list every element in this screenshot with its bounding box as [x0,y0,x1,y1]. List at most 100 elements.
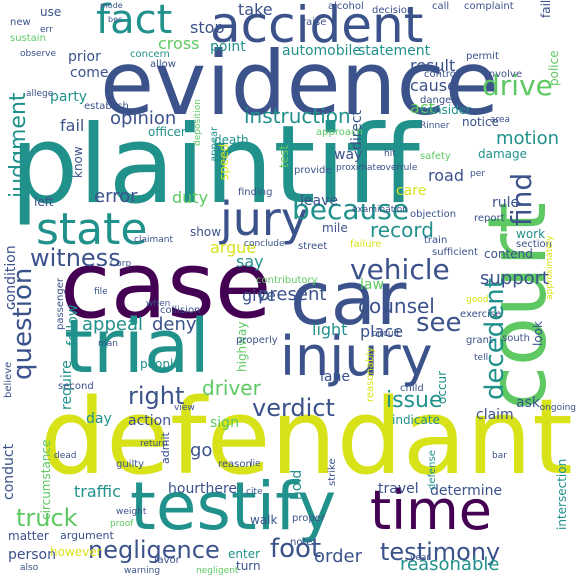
cloud-word: indicate [392,413,440,427]
cloud-word: statement [358,43,431,59]
cloud-word: result [410,56,456,75]
cloud-word: occur [435,370,449,404]
cloud-word: when [146,299,171,309]
cloud-word: fail [539,0,553,19]
cloud-word: act [410,98,435,117]
cloud-word: view [174,403,195,413]
cloud-word: plaintiff [10,103,420,228]
cloud-word: defense [427,450,438,490]
cloud-word: mode [100,1,123,10]
cloud-word: allege [26,89,54,99]
cloud-word: hour [168,481,201,497]
cloud-word: reasonably [365,346,376,402]
cloud-word: fail [60,116,85,135]
cloud-word: highway [235,321,249,372]
cloud-word: injury [280,325,433,388]
cloud-word: cross [158,34,200,53]
cloud-word: witness [30,244,121,272]
cloud-word: police [547,50,561,86]
cloud-word: note [290,537,313,548]
cloud-word: trial [64,304,210,390]
cloud-word: dead [54,451,77,461]
cloud-word: driver [202,376,261,400]
cloud-word: see [416,308,462,338]
cloud-word: appear [209,126,220,162]
cloud-word: turn [236,559,261,573]
cloud-word: err [40,25,53,35]
cloud-word: intersection [555,458,569,530]
cloud-word: rule [492,195,520,211]
cloud-word: sufficient [432,247,478,258]
cloud-word: warning [124,566,161,576]
cloud-word: way [334,147,363,163]
cloud-word: enter [228,547,261,561]
cloud-word: observe [20,49,57,59]
cloud-word: guilty [116,459,145,470]
cloud-word: duty [172,188,209,207]
cloud-word: walk [250,513,278,527]
cloud-word: notice [462,115,499,129]
cloud-word: truck [16,504,78,532]
cloud-word: right [128,382,185,410]
cloud-word: state [36,204,148,255]
cloud-word: strike [327,458,338,486]
cloud-word: approximately [545,235,555,300]
cloud-word: day [86,411,112,427]
cloud-word: counsel [358,294,435,318]
cloud-word: overrule [380,163,418,173]
cloud-word: accident [210,0,424,54]
cloud-word: error [94,186,138,207]
cloud-word: collision [160,305,201,316]
cloud-word: cite [246,487,263,497]
cloud-word: give [242,286,276,305]
cloud-word: exercise [460,309,502,320]
cloud-word: report [474,213,505,224]
cloud-word: danger [420,95,456,106]
cloud-word: man [98,339,118,349]
cloud-word: light [312,320,348,339]
cloud-word: reasonable [400,554,500,575]
cloud-word: hold [289,469,305,500]
cloud-word: negligent [196,566,239,576]
cloud-word: vehicle [350,253,450,286]
cloud-word: car [290,256,407,342]
cloud-word: complaint [464,1,514,12]
cloud-word: care [396,183,427,199]
cloud-word: cause [410,76,457,95]
cloud-word: proof [110,519,134,529]
cloud-word: failure [350,239,382,250]
cloud-word: left [34,195,54,209]
cloud-word: file [94,287,108,297]
cloud-word: point [210,39,246,55]
cloud-word: show [190,225,222,239]
cloud-word: mile [322,221,348,235]
cloud-word: sign [210,415,239,431]
cloud-word: examination [352,205,408,215]
cloud-word: order [314,546,362,567]
cloud-word: conduct [1,443,17,500]
cloud-word: circuit [372,329,400,339]
cloud-word: raise [302,17,327,28]
cloud-word: matter [8,529,49,543]
cloud-word: conclude [244,239,285,249]
cloud-word: south [502,333,530,344]
cloud-word: know [71,146,85,178]
cloud-word: there [200,481,238,497]
cloud-word: also [20,563,39,573]
cloud-word: involve [486,69,523,80]
cloud-word: law [360,277,384,293]
cloud-word: ask [516,395,540,411]
cloud-word: record [370,218,434,242]
cloud-word: alcohol [328,1,364,12]
cloud-word: deny [152,314,197,335]
cloud-word: look [531,321,545,346]
cloud-word: road [428,166,464,185]
cloud-word: Rinner [420,121,450,131]
cloud-word: ongoing [539,403,576,413]
cloud-word: concern [130,49,170,60]
cloud-word: finding [238,187,273,198]
cloud-word: travel [378,481,419,497]
cloud-word: hit [384,149,396,159]
cloud-word: section [516,239,553,250]
